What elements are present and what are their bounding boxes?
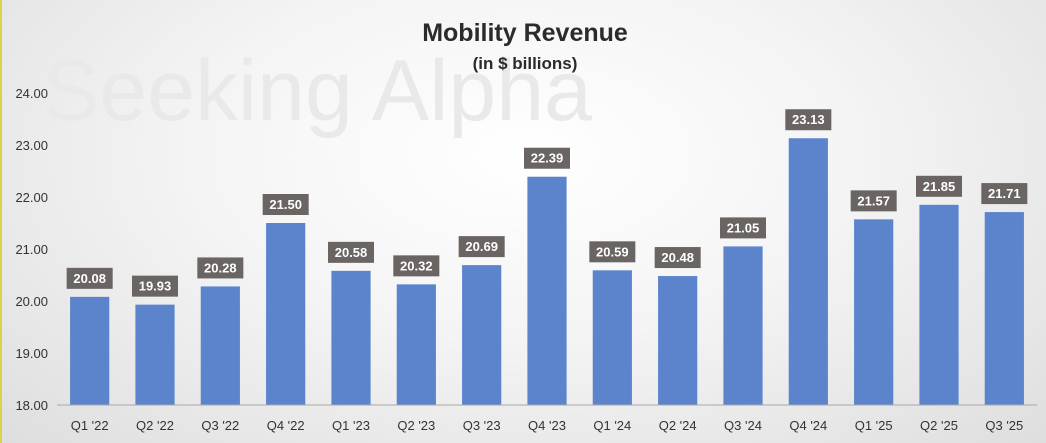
data-label: 20.32: [400, 258, 433, 273]
x-tick-label: Q3 '25: [985, 418, 1023, 433]
data-label-box: [66, 267, 113, 289]
x-tick-label: Q3 '24: [724, 418, 762, 433]
bar: [984, 212, 1024, 405]
data-label-box: [720, 217, 766, 239]
x-tick-label: Q2 '23: [397, 418, 435, 433]
bar: [135, 304, 175, 405]
x-tick-label: Q3 '23: [463, 418, 501, 433]
data-label: 23.13: [792, 112, 825, 127]
data-label: 21.57: [857, 193, 890, 208]
bar: [396, 284, 436, 405]
data-label: 20.28: [204, 260, 237, 275]
data-label-box: [262, 194, 309, 215]
bar: [70, 296, 110, 405]
bar: [592, 270, 632, 405]
data-label: 21.50: [269, 197, 302, 212]
data-label: 20.59: [596, 244, 629, 259]
data-label-box: [393, 255, 440, 277]
bar: [462, 265, 502, 405]
data-label-box: [850, 190, 897, 212]
data-label: 21.71: [988, 186, 1021, 201]
bar: [200, 286, 240, 405]
data-label-box: [785, 109, 832, 131]
data-label: 20.58: [335, 245, 368, 260]
y-tick-label: 18.00: [15, 398, 48, 413]
y-tick-label: 24.00: [15, 86, 48, 101]
bar: [788, 138, 828, 406]
y-tick-label: 21.00: [15, 242, 48, 257]
data-label: 22.39: [531, 151, 564, 166]
x-tick-label: Q4 '24: [789, 418, 827, 433]
bar: [266, 223, 306, 405]
bar: [854, 219, 894, 405]
bar: [331, 270, 371, 405]
x-tick-label: Q1 '23: [332, 418, 370, 433]
data-label: 20.69: [465, 239, 498, 254]
data-label-box: [654, 247, 701, 269]
data-label-box: [524, 147, 570, 169]
y-tick-label: 23.00: [15, 138, 48, 153]
data-label-box: [589, 241, 636, 263]
data-labels: 20.08 19.93 20.28 21.50 20.58 20.32 20.69 22.39…: [66, 109, 1028, 297]
x-tick-label: Q2 '25: [920, 418, 958, 433]
bar: [919, 204, 959, 405]
data-label-box: [328, 241, 374, 263]
x-tick-label: Q1 '22: [71, 418, 109, 433]
x-tick-label: Q2 '22: [136, 418, 174, 433]
data-label-box: [197, 257, 244, 279]
chart-title: Mobility Revenue: [422, 19, 628, 47]
bar: [658, 276, 698, 405]
x-axis: Q1 '22 Q2 '22 Q3 '22 Q4 '22 Q1 '23 Q2 '23 Q3 '…: [57, 404, 1037, 433]
data-label: 21.05: [727, 220, 760, 235]
x-tick-label: Q4 '23: [528, 418, 566, 433]
data-label: 21.85: [923, 179, 956, 194]
data-label-box: [916, 175, 962, 197]
x-tick-label: Q1 '24: [593, 418, 631, 433]
data-label-box: [458, 236, 505, 258]
bar: [723, 246, 763, 405]
x-tick-label: Q4 '22: [267, 418, 305, 433]
y-tick-label: 19.00: [15, 346, 48, 361]
chart-subtitle: (in $ billions): [473, 54, 578, 73]
data-label: 19.93: [139, 279, 172, 294]
bar-series: [70, 138, 1024, 406]
data-label-box: [132, 275, 178, 297]
bar: [527, 176, 567, 405]
x-tick-label: Q3 '22: [201, 418, 239, 433]
data-label: 20.48: [661, 250, 694, 265]
data-label-box: [981, 183, 1028, 205]
y-axis: 18.00 19.00 20.00 21.00 22.00 23.00 24.00: [15, 86, 48, 413]
x-tick-label: Q1 '25: [855, 418, 893, 433]
y-tick-label: 22.00: [15, 190, 48, 205]
x-tick-label: Q2 '24: [659, 418, 697, 433]
watermark-text: Seeking Alpha: [42, 43, 592, 139]
data-label: 20.08: [73, 271, 106, 286]
y-tick-label: 20.00: [15, 294, 48, 309]
